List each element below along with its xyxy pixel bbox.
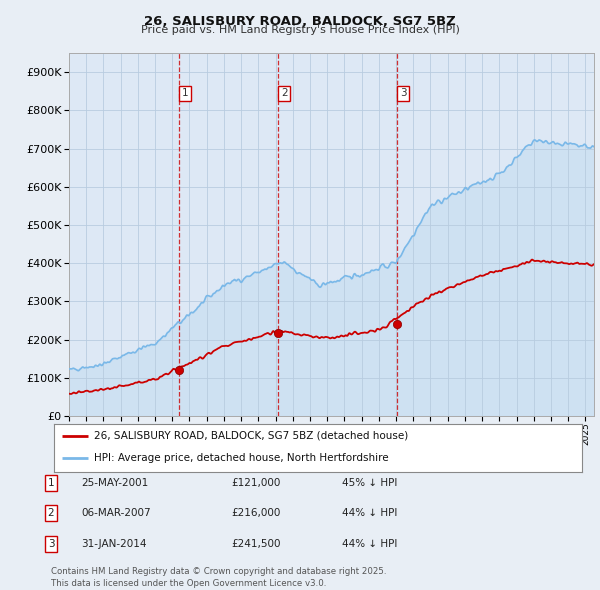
- Text: 2: 2: [47, 509, 55, 518]
- Text: 44% ↓ HPI: 44% ↓ HPI: [342, 539, 397, 549]
- Text: 1: 1: [182, 88, 188, 98]
- Text: 25-MAY-2001: 25-MAY-2001: [81, 478, 148, 487]
- Text: 06-MAR-2007: 06-MAR-2007: [81, 509, 151, 518]
- Text: 2: 2: [281, 88, 287, 98]
- Text: 31-JAN-2014: 31-JAN-2014: [81, 539, 146, 549]
- Text: 26, SALISBURY ROAD, BALDOCK, SG7 5BZ (detached house): 26, SALISBURY ROAD, BALDOCK, SG7 5BZ (de…: [94, 431, 408, 441]
- Text: 26, SALISBURY ROAD, BALDOCK, SG7 5BZ: 26, SALISBURY ROAD, BALDOCK, SG7 5BZ: [144, 15, 456, 28]
- Text: Price paid vs. HM Land Registry's House Price Index (HPI): Price paid vs. HM Land Registry's House …: [140, 25, 460, 35]
- Text: £121,000: £121,000: [231, 478, 280, 487]
- Text: 44% ↓ HPI: 44% ↓ HPI: [342, 509, 397, 518]
- Text: Contains HM Land Registry data © Crown copyright and database right 2025.
This d: Contains HM Land Registry data © Crown c…: [51, 567, 386, 588]
- Text: HPI: Average price, detached house, North Hertfordshire: HPI: Average price, detached house, Nort…: [94, 454, 388, 464]
- Text: £241,500: £241,500: [231, 539, 281, 549]
- Text: £216,000: £216,000: [231, 509, 280, 518]
- Text: 1: 1: [47, 478, 55, 487]
- Text: 45% ↓ HPI: 45% ↓ HPI: [342, 478, 397, 487]
- Text: 3: 3: [47, 539, 55, 549]
- Text: 3: 3: [400, 88, 407, 98]
